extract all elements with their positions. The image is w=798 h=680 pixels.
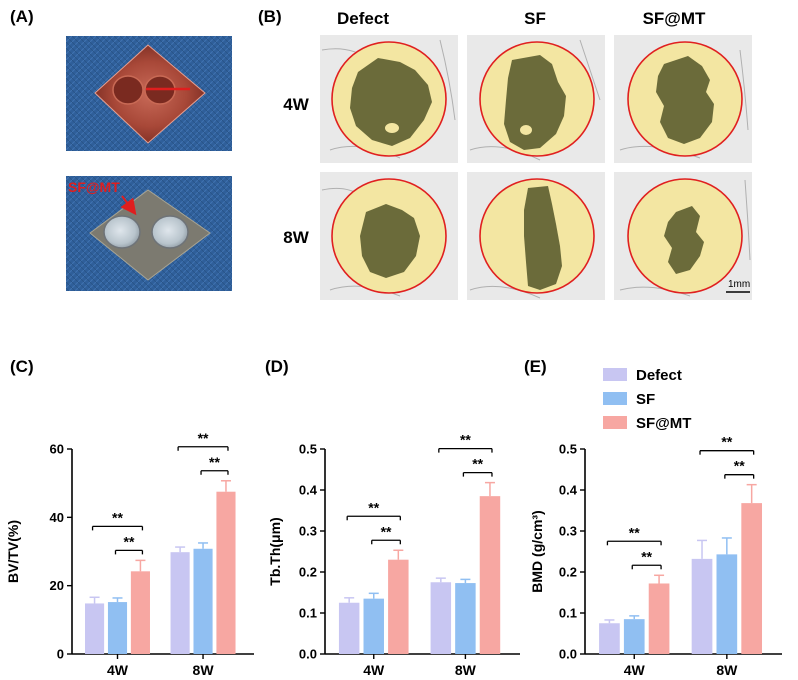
y-axis-label: BMD (g/cm³) bbox=[529, 510, 545, 592]
bar bbox=[216, 491, 236, 654]
bar bbox=[363, 598, 384, 654]
x-category-label: 4W bbox=[107, 662, 129, 678]
legend-swatch-defect bbox=[603, 368, 627, 381]
legend-swatch-sfmt bbox=[603, 416, 627, 429]
legend-label-defect: Defect bbox=[636, 367, 682, 384]
panel-label-b: (B) bbox=[258, 7, 282, 26]
x-category-label: 8W bbox=[193, 662, 215, 678]
x-category-label: 4W bbox=[363, 662, 385, 678]
legend-swatch-sf bbox=[603, 392, 627, 405]
significance-label: ** bbox=[734, 458, 745, 474]
bar bbox=[388, 559, 409, 654]
surgery-photo-top bbox=[66, 36, 232, 151]
panel-label-d: (D) bbox=[265, 357, 289, 376]
microct-4w-sf bbox=[467, 35, 605, 163]
legend-label-sf: SF bbox=[636, 391, 655, 408]
surgery-photo-bottom: SF@MT bbox=[66, 176, 232, 291]
y-tick-label: 0.3 bbox=[559, 524, 577, 539]
y-tick-label: 0.0 bbox=[299, 647, 317, 662]
panel-label-e: (E) bbox=[524, 357, 547, 376]
microct-8w-defect bbox=[320, 172, 458, 300]
y-tick-label: 0.4 bbox=[299, 483, 318, 498]
bar bbox=[130, 571, 150, 654]
y-tick-label: 0.5 bbox=[299, 442, 317, 457]
y-tick-label: 0.1 bbox=[559, 606, 577, 621]
y-tick-label: 60 bbox=[50, 442, 64, 457]
bar bbox=[193, 548, 213, 654]
bar bbox=[479, 496, 501, 654]
x-category-label: 8W bbox=[716, 662, 738, 678]
bar bbox=[648, 583, 670, 654]
microct-4w-defect bbox=[320, 35, 458, 163]
y-tick-label: 0.0 bbox=[559, 647, 577, 662]
y-tick-label: 20 bbox=[50, 578, 64, 593]
significance-label: ** bbox=[641, 548, 652, 564]
x-category-label: 4W bbox=[624, 662, 646, 678]
y-tick-label: 0.2 bbox=[299, 565, 317, 580]
microct-8w-sf bbox=[467, 172, 605, 300]
significance-label: ** bbox=[460, 432, 471, 448]
significance-label: ** bbox=[198, 430, 209, 446]
significance-label: ** bbox=[368, 499, 379, 515]
bar bbox=[338, 602, 360, 654]
row-label-4w: 4W bbox=[283, 95, 309, 114]
significance-label: ** bbox=[381, 523, 392, 539]
bar bbox=[623, 619, 645, 654]
microct-4w-sfmt bbox=[614, 35, 752, 163]
y-tick-label: 0 bbox=[57, 647, 64, 662]
y-tick-label: 0.3 bbox=[299, 524, 317, 539]
y-tick-label: 40 bbox=[50, 510, 64, 525]
legend-label-sfmt: SF@MT bbox=[636, 415, 691, 432]
y-tick-label: 0.2 bbox=[559, 565, 577, 580]
significance-label: ** bbox=[209, 454, 220, 470]
col-label-sf: SF bbox=[524, 9, 546, 28]
scale-bar: 1mm bbox=[726, 279, 750, 293]
col-label-defect: Defect bbox=[337, 9, 389, 28]
significance-label: ** bbox=[721, 434, 732, 450]
bar bbox=[107, 602, 128, 654]
row-label-8w: 8W bbox=[283, 228, 309, 247]
scale-bar-label: 1mm bbox=[728, 279, 750, 290]
y-tick-label: 0.4 bbox=[559, 483, 578, 498]
legend: Defect SF SF@MT bbox=[603, 367, 691, 432]
y-axis-label: Tb.Th(μm) bbox=[267, 517, 283, 585]
bar bbox=[455, 583, 476, 654]
y-tick-label: 0.5 bbox=[559, 442, 577, 457]
chart-tb-th: 0.00.10.20.30.40.5Tb.Th(μm)4W 8W******** bbox=[267, 432, 520, 678]
microct-8w-sfmt bbox=[614, 172, 752, 300]
panel-label-a: (A) bbox=[10, 7, 34, 26]
col-label-sfmt: SF@MT bbox=[643, 9, 706, 28]
significance-label: ** bbox=[112, 509, 123, 525]
y-tick-label: 0.1 bbox=[299, 606, 317, 621]
significance-label: ** bbox=[472, 456, 483, 472]
bar bbox=[85, 603, 105, 654]
bar bbox=[741, 503, 763, 654]
sfmt-photo-label: SF@MT bbox=[68, 179, 120, 195]
bar bbox=[599, 623, 620, 654]
significance-label: ** bbox=[124, 533, 135, 549]
bar bbox=[170, 552, 190, 654]
x-category-label: 8W bbox=[455, 662, 477, 678]
bar bbox=[430, 582, 452, 654]
panel-label-c: (C) bbox=[10, 357, 34, 376]
bar bbox=[691, 558, 713, 654]
y-axis-label: BV/TV(%) bbox=[5, 520, 21, 583]
bar bbox=[716, 554, 738, 654]
significance-label: ** bbox=[629, 524, 640, 540]
